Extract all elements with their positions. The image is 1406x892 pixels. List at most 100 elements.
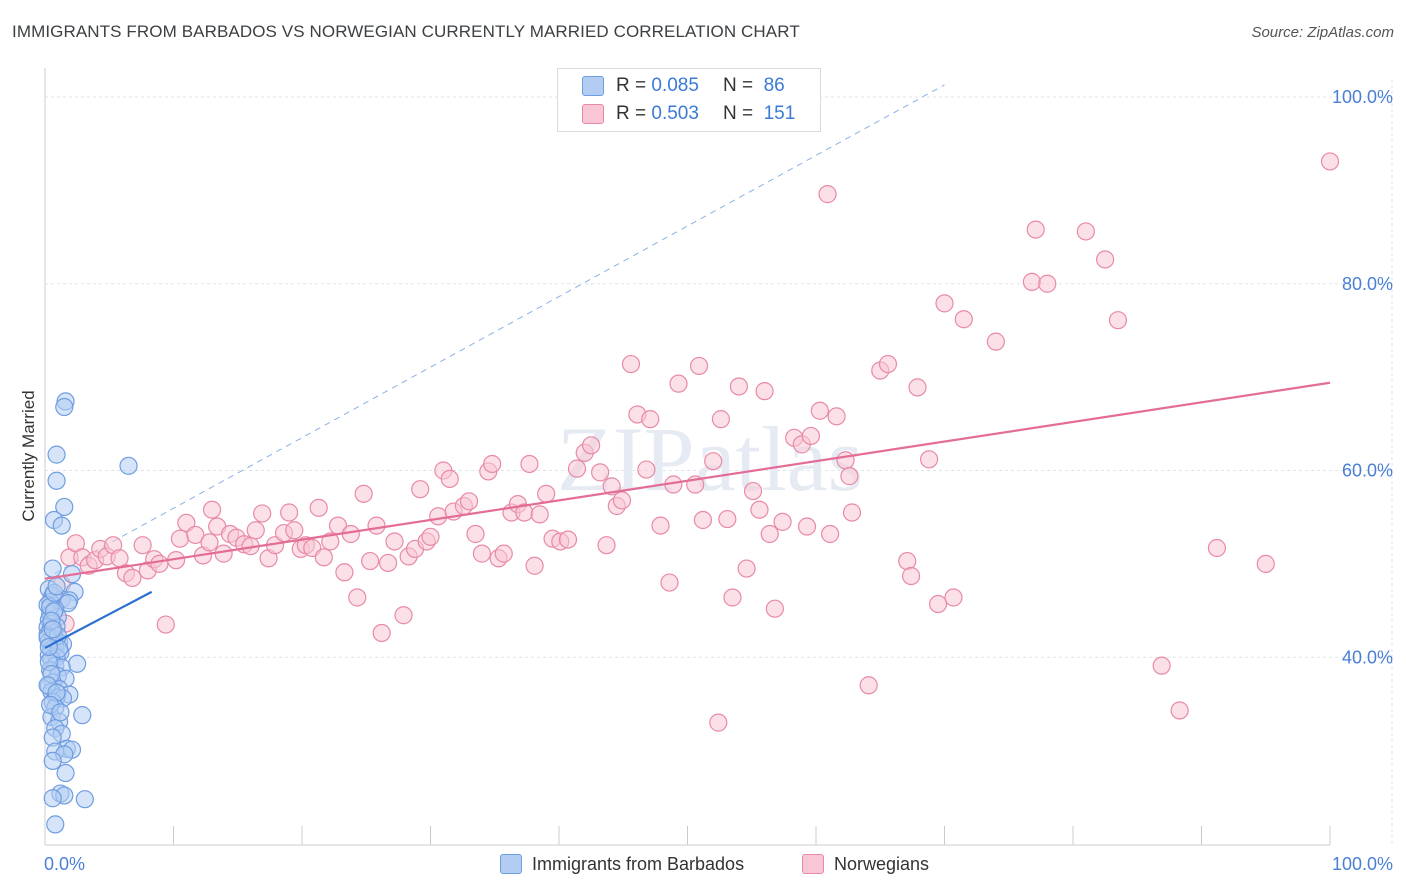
data-point	[1026, 220, 1045, 239]
data-point	[755, 382, 774, 401]
data-point	[760, 524, 779, 544]
data-point	[47, 577, 66, 596]
data-point	[309, 498, 328, 517]
data-point	[421, 527, 440, 546]
data-point	[43, 789, 62, 808]
data-point	[68, 654, 87, 673]
data-point	[827, 407, 846, 426]
data-point	[919, 450, 939, 469]
bottom-legend-label-barbados: Immigrants from Barbados	[532, 853, 745, 874]
data-point	[47, 445, 66, 464]
y-tick-label: 100.0%	[1332, 87, 1393, 107]
legend-swatch-barbados	[582, 76, 604, 96]
data-point	[55, 397, 74, 417]
data-point	[1170, 701, 1189, 720]
data-point	[43, 559, 62, 578]
y-tick-label: 80.0%	[1342, 274, 1393, 294]
legend-n-value: 86	[763, 75, 785, 96]
data-point	[1022, 272, 1041, 291]
data-point	[986, 332, 1006, 351]
legend-n-value: 151	[763, 103, 796, 124]
trend-lines	[44, 381, 1331, 649]
data-point	[711, 410, 731, 429]
data-point	[372, 623, 391, 643]
data-point	[321, 532, 340, 551]
data-point	[689, 356, 709, 376]
trend-line	[44, 590, 153, 649]
data-point	[537, 484, 556, 503]
data-point	[954, 310, 973, 329]
data-point	[567, 459, 587, 478]
data-point	[898, 551, 917, 571]
legend-r-value: 0.085	[651, 75, 699, 96]
data-point	[773, 512, 792, 531]
data-point	[859, 676, 878, 695]
legend-row-barbados: R = 0.085 N = 86	[582, 73, 785, 99]
data-point	[901, 566, 921, 586]
data-point	[133, 536, 152, 555]
data-point	[840, 467, 859, 486]
data-point	[1320, 152, 1340, 171]
bottom-legend-swatch-barbados	[500, 854, 522, 874]
data-point	[466, 524, 485, 544]
data-point	[1256, 554, 1275, 573]
y-axis-label: Currently Married	[19, 390, 38, 521]
data-point	[723, 588, 742, 607]
data-point	[385, 532, 404, 551]
data-point	[394, 606, 413, 625]
data-point	[411, 480, 430, 499]
legend-r-label: R =	[616, 103, 647, 124]
data-point	[743, 481, 763, 501]
data-point	[818, 185, 837, 204]
data-point	[214, 544, 233, 563]
data-point	[177, 513, 196, 532]
data-point	[530, 505, 549, 524]
data-point	[440, 469, 459, 489]
x-tick-label: 100.0%	[1332, 854, 1393, 874]
bottom-legend-barbados: Immigrants from Barbados	[500, 851, 744, 877]
data-point	[669, 374, 688, 393]
legend-n-label: N =	[722, 75, 754, 96]
data-point	[729, 377, 749, 396]
legend-r-label: R =	[616, 75, 647, 96]
bottom-legend-swatch-norwegians	[802, 854, 824, 874]
data-point	[246, 521, 265, 540]
legend-n-label: N =	[722, 103, 754, 124]
data-point	[280, 503, 299, 522]
data-point	[693, 510, 713, 530]
data-point	[52, 516, 71, 535]
data-point	[483, 454, 502, 474]
data-point	[75, 790, 94, 809]
source-label: Source: ZipAtlas.com	[1251, 24, 1394, 41]
data-point	[1207, 538, 1227, 558]
bottom-legend-label-norwegians: Norwegians	[834, 853, 930, 874]
data-point	[637, 460, 656, 479]
data-point	[200, 533, 219, 552]
data-point	[314, 548, 333, 567]
data-point	[354, 484, 373, 503]
x-tick-label: 0.0%	[44, 854, 85, 874]
data-point	[765, 599, 784, 618]
data-point	[558, 530, 578, 549]
data-point	[582, 436, 601, 455]
data-point	[1076, 222, 1095, 241]
data-point	[51, 703, 70, 722]
trend-line	[44, 381, 1331, 580]
data-point	[119, 456, 138, 475]
data-point	[935, 294, 954, 313]
tick-labels: 40.0% 60.0% 80.0% 100.0% 0.0% 100.0%	[44, 87, 1393, 874]
data-point	[709, 713, 728, 732]
data-point	[660, 573, 679, 592]
data-point	[810, 401, 829, 420]
data-point	[928, 594, 948, 614]
data-point	[750, 500, 769, 519]
data-point	[73, 706, 92, 725]
data-point	[1096, 250, 1115, 269]
data-point	[361, 551, 380, 571]
data-point	[1038, 274, 1057, 293]
data-point	[621, 354, 641, 374]
data-point	[335, 563, 354, 582]
data-point	[525, 556, 544, 575]
data-point	[1108, 311, 1128, 330]
